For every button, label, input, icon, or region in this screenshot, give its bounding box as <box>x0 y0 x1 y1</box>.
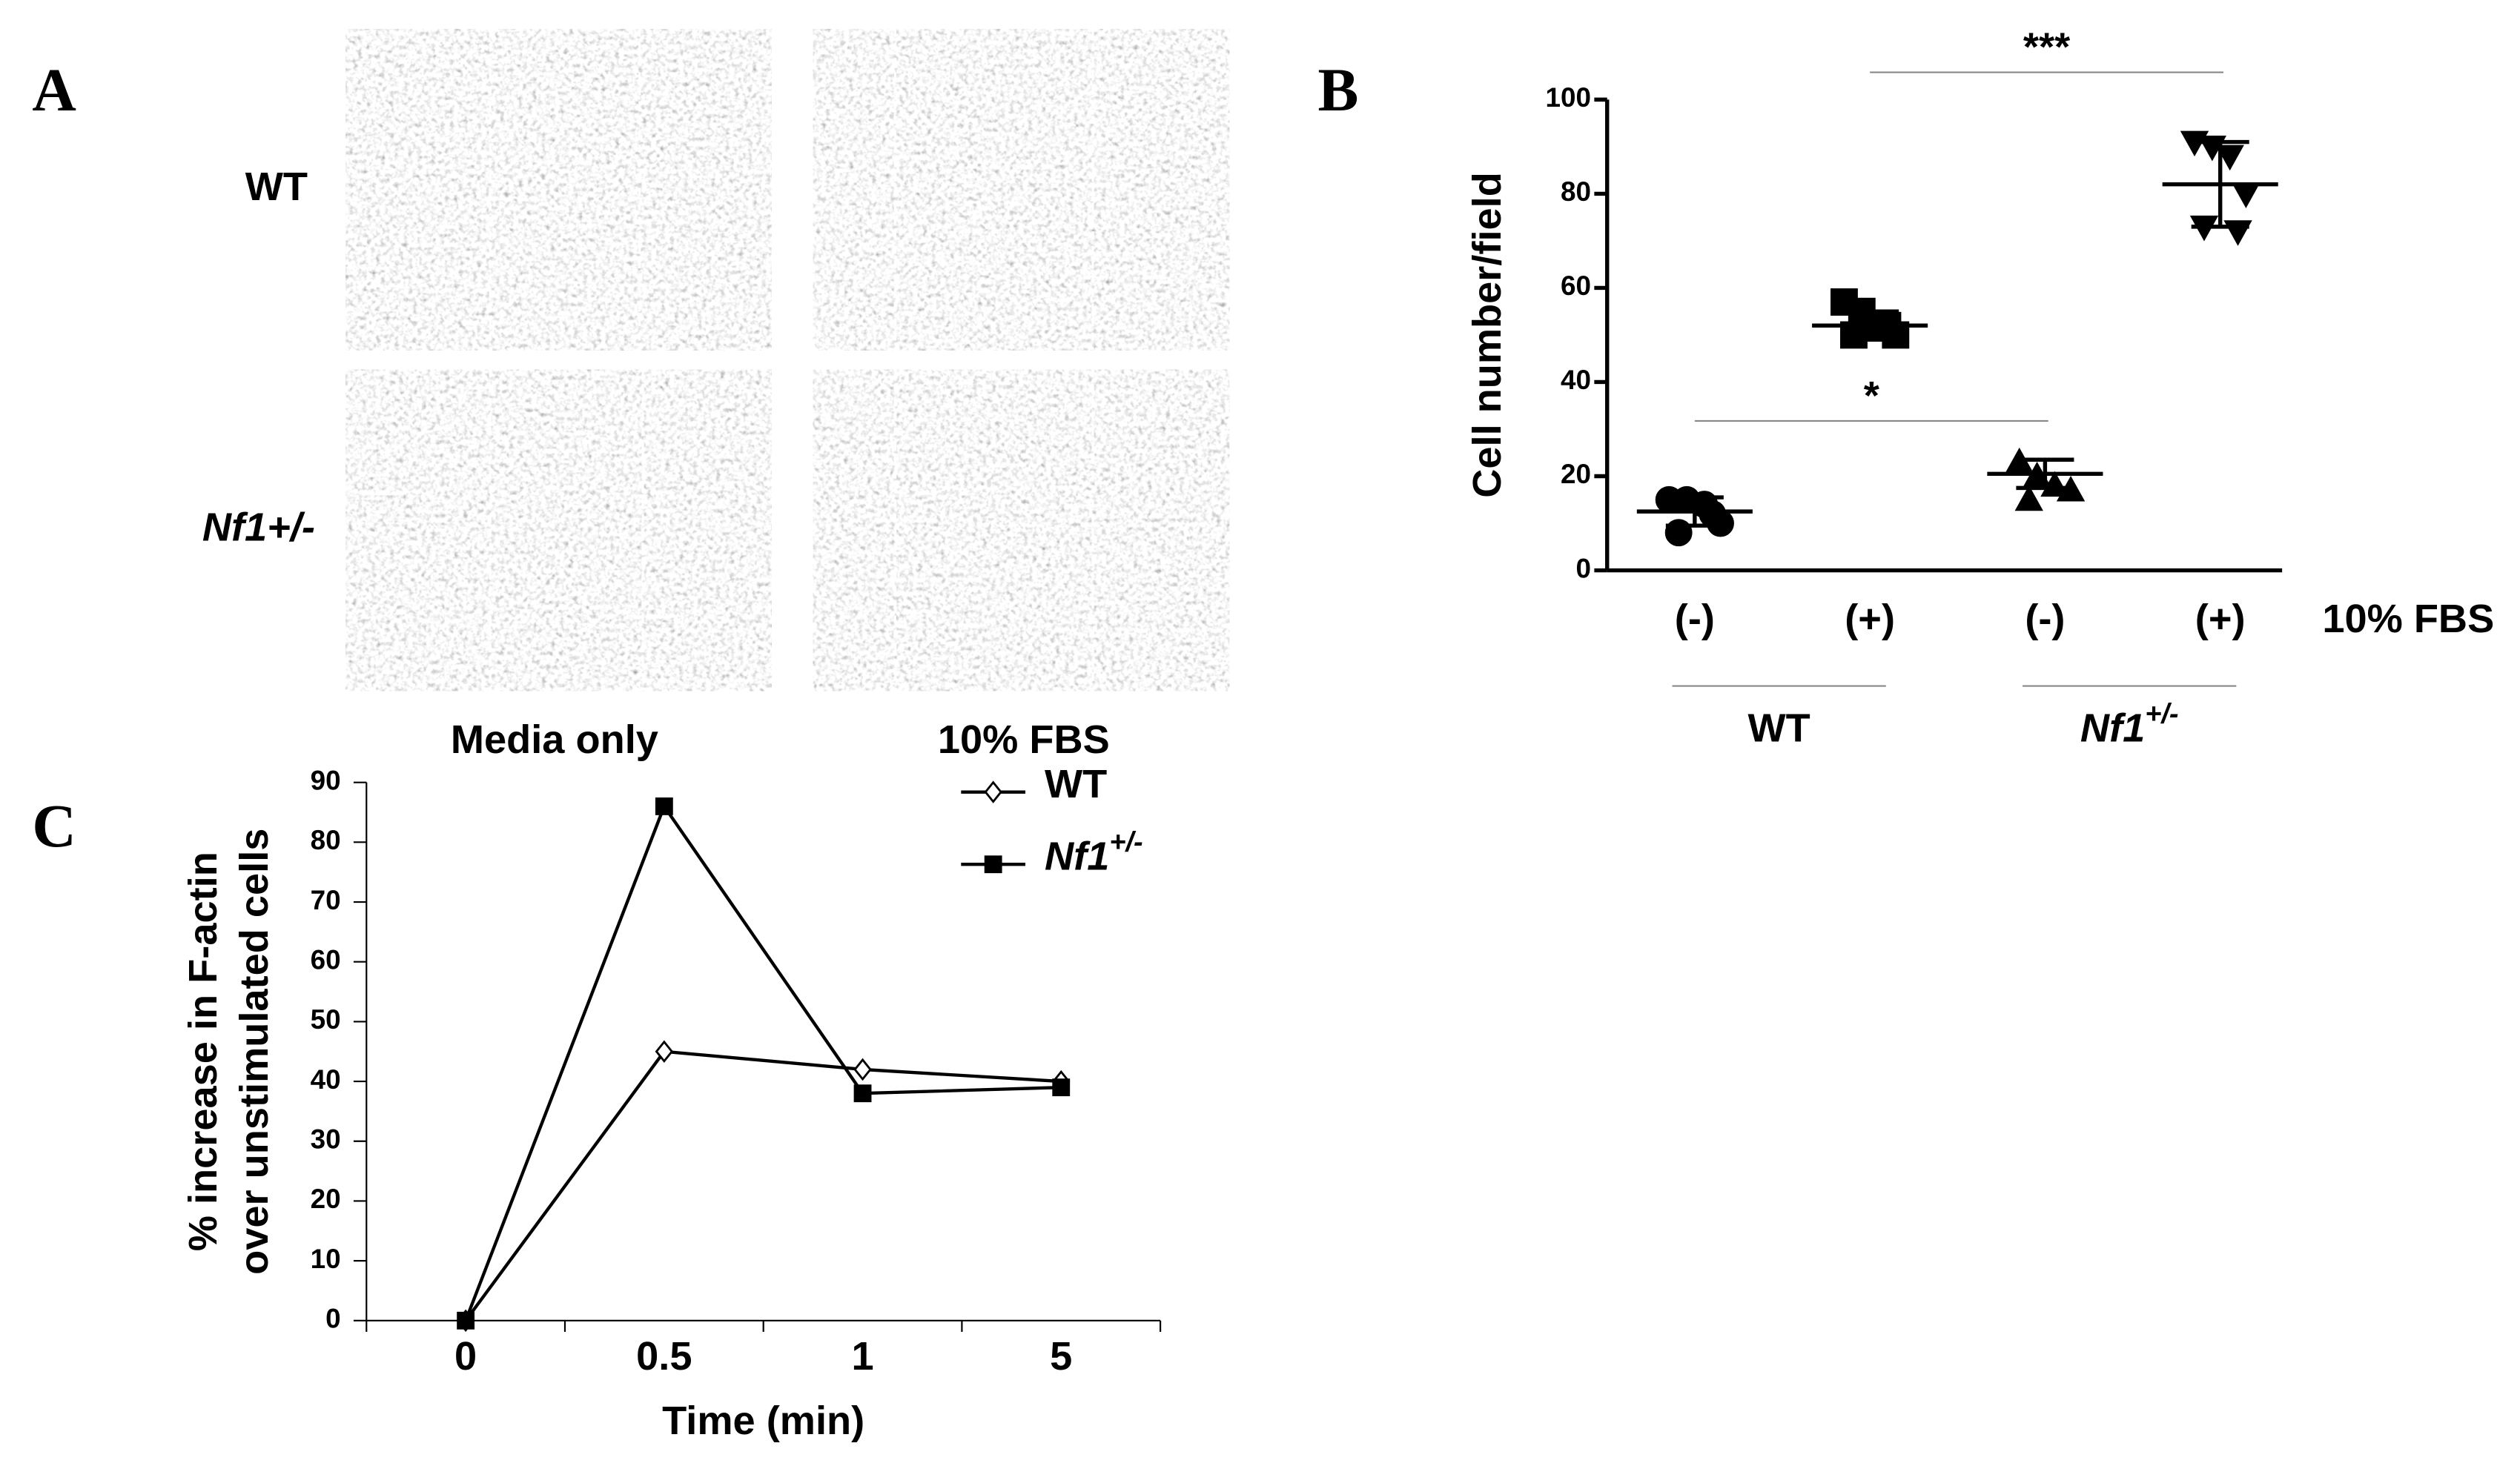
x-tick-label: (+) <box>2195 597 2246 641</box>
x-axis-label: Time (min) <box>662 1399 864 1443</box>
micrograph <box>813 29 1230 351</box>
series-line <box>464 1049 1062 1322</box>
x-tick-label: 0 <box>454 1334 477 1379</box>
x-tick-label: 1 <box>851 1334 873 1379</box>
point <box>984 780 1002 803</box>
point <box>2014 485 2043 511</box>
y-tick-label: 80 <box>311 825 341 855</box>
series-line <box>464 803 1062 1321</box>
y-tick-label: 20 <box>1561 459 1591 489</box>
point <box>457 1311 475 1330</box>
legend-label: WT <box>1045 762 1107 806</box>
group-label-sup: +/- <box>2145 698 2178 729</box>
panel-letter: A <box>32 56 76 124</box>
y-tick-label: 90 <box>311 765 341 795</box>
point <box>984 855 1002 874</box>
significance-label: *** <box>2023 25 2071 70</box>
point <box>2223 220 2252 246</box>
point <box>2215 145 2244 171</box>
y-axis-label: Cell number/field <box>1465 172 1509 498</box>
column-label: 10% FBS <box>938 717 1110 762</box>
y-tick-label: 0 <box>1576 553 1592 583</box>
panel-letter: B <box>1318 56 1359 124</box>
legend-label-text: WT <box>1045 762 1107 806</box>
point <box>853 1058 872 1081</box>
point <box>2040 471 2069 497</box>
group-label-text: WT <box>1748 706 1810 751</box>
micrograph-grid <box>345 29 1230 691</box>
micrograph <box>345 29 772 351</box>
legend-label-sup: +/- <box>1109 827 1142 858</box>
x-tick-label: (-) <box>1675 597 1715 641</box>
point <box>1699 500 1727 528</box>
point <box>655 1040 674 1064</box>
x-axis-label: 10% FBS <box>2322 597 2494 641</box>
y-tick-label: 40 <box>311 1064 341 1095</box>
wound-edges <box>489 29 1094 691</box>
column-label: Media only <box>451 717 658 762</box>
x-tick-label: (-) <box>2025 597 2065 641</box>
x-tick-label: (+) <box>1845 597 1895 641</box>
point <box>655 797 673 815</box>
y-tick-label: 100 <box>1546 82 1591 113</box>
group-label: Nf1+/- <box>2080 698 2179 750</box>
group-label-text: Nf1 <box>2080 706 2145 751</box>
panel-letter: C <box>32 792 76 860</box>
legend-label-text: Nf1 <box>1045 835 1109 879</box>
legend-label: Nf1+/- <box>1045 827 1143 879</box>
row-label: Nf1+/- <box>202 505 315 550</box>
group-label: WT <box>1748 706 1810 751</box>
row-label: WT <box>245 165 308 209</box>
y-tick-label: 50 <box>311 1004 341 1035</box>
micrograph <box>345 369 772 691</box>
y-tick-label: 40 <box>1561 365 1591 395</box>
x-tick-label: 0.5 <box>636 1334 692 1379</box>
y-tick-label: 60 <box>1561 271 1591 301</box>
y-tick-label: 70 <box>311 885 341 915</box>
y-tick-label: 30 <box>311 1124 341 1155</box>
point <box>2232 182 2261 208</box>
y-axis-label: % increase in F-actin <box>181 852 225 1251</box>
point <box>1052 1078 1071 1097</box>
y-tick-label: 80 <box>1561 176 1591 207</box>
y-tick-label: 60 <box>311 944 341 975</box>
y-tick-label: 10 <box>311 1244 341 1274</box>
significance-label: * <box>1864 374 1880 418</box>
y-axis-label: over unstimulated cells <box>232 829 277 1275</box>
y-tick-label: 20 <box>311 1184 341 1214</box>
micrograph <box>813 369 1230 691</box>
x-tick-label: 5 <box>1050 1334 1072 1379</box>
point <box>853 1084 872 1103</box>
y-tick-label: 0 <box>325 1304 341 1334</box>
